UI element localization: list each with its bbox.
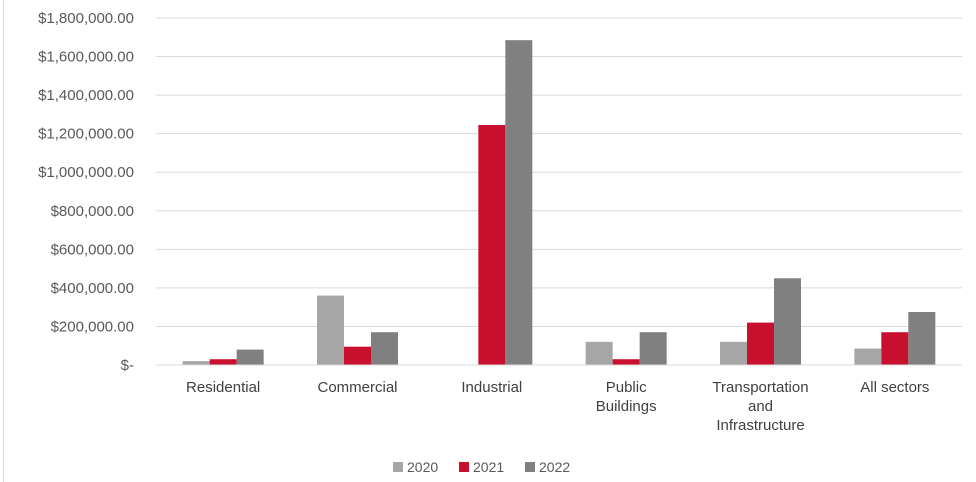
x-category-label: Public xyxy=(606,379,647,396)
bar-2020 xyxy=(182,361,210,365)
y-tick-label: $1,400,000.00 xyxy=(38,87,134,104)
bar-2021 xyxy=(209,359,237,365)
frame-border xyxy=(3,0,4,482)
bar-2022 xyxy=(236,349,264,365)
legend-swatch-2021 xyxy=(459,462,469,472)
bar-2022 xyxy=(371,332,398,365)
bar-2022 xyxy=(908,311,936,365)
bar-2022 xyxy=(505,40,533,366)
bar-2020 xyxy=(854,348,882,365)
bar-2021 xyxy=(478,124,506,365)
legend-label: 2020 xyxy=(407,459,438,475)
x-category-label: Infrastructure xyxy=(716,417,804,434)
y-tick-label: $400,000.00 xyxy=(51,280,134,297)
bar-2020 xyxy=(720,341,747,365)
bar-2022 xyxy=(774,278,801,365)
x-category-label: Commercial xyxy=(317,379,397,396)
x-category-label: Buildings xyxy=(596,398,657,415)
x-category-label: All sectors xyxy=(860,379,929,396)
bar-2022 xyxy=(639,332,667,365)
bar-2020 xyxy=(317,295,344,365)
x-category-label: Industrial xyxy=(461,379,522,396)
legend-swatch-2022 xyxy=(525,462,535,472)
y-tick-label: $1,600,000.00 xyxy=(38,49,134,66)
y-tick-label: $- xyxy=(121,357,134,374)
legend-label: 2021 xyxy=(473,459,504,475)
bar-2021 xyxy=(747,322,774,365)
y-tick-label: $200,000.00 xyxy=(51,318,134,335)
x-category-label: Transportation xyxy=(712,379,808,396)
y-tick-label: $1,800,000.00 xyxy=(38,10,134,27)
y-tick-label: $800,000.00 xyxy=(51,203,134,220)
bar-2021 xyxy=(344,346,371,365)
x-category-label: Residential xyxy=(186,379,260,396)
y-tick-label: $1,000,000.00 xyxy=(38,164,134,181)
bar-2021 xyxy=(612,359,640,365)
bar-2020 xyxy=(585,341,613,365)
legend-label: 2022 xyxy=(539,459,570,475)
y-tick-label: $1,200,000.00 xyxy=(38,126,134,143)
y-tick-label: $600,000.00 xyxy=(51,241,134,258)
bar-2021 xyxy=(881,332,909,365)
x-category-label: and xyxy=(748,398,773,415)
legend-swatch-2020 xyxy=(393,462,403,472)
